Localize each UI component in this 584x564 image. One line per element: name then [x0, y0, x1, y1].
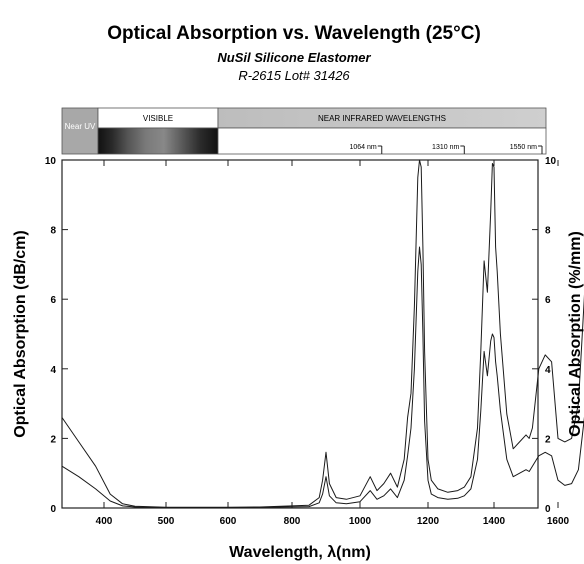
visible-label: VISIBLE [143, 114, 173, 123]
x-tick-label: 1400 [483, 516, 506, 527]
wavelength-marker-label: 1310 nm [432, 144, 459, 151]
y-tick-label-right: 8 [545, 226, 551, 237]
x-tick-label: 500 [158, 516, 175, 527]
y-tick-label-left: 10 [45, 156, 57, 167]
y-tick-label-right: 6 [545, 295, 551, 306]
y-tick-label-right: 10 [545, 156, 557, 167]
series-layer [61, 159, 584, 509]
near-uv-label: Near UV [65, 122, 96, 131]
near-infrared-label: NEAR INFRARED WAVELENGTHS [318, 114, 446, 123]
y-tick-label-left: 0 [50, 504, 56, 515]
y-tick-label-left: 4 [50, 365, 56, 376]
y-axis-title-right: Optical Absorption (%/mm) [567, 231, 584, 437]
x-tick-label: 600 [220, 516, 237, 527]
x-tick-label: 1200 [417, 516, 440, 527]
y-tick-label-right: 0 [545, 504, 551, 515]
y-tick-label-left: 2 [50, 434, 56, 445]
x-tick-label: 1600 [547, 516, 570, 527]
x-tick-label: 400 [96, 516, 113, 527]
series-line-2 [61, 246, 584, 509]
y-axis-title-left: Optical Absorption (dB/cm) [12, 230, 29, 437]
chart-title: Optical Absorption vs. Wavelength (25°C) [107, 23, 481, 44]
series-line-1 [61, 159, 584, 508]
spectral-band-header: Near UV VISIBLE NEAR INFRARED WAVELENGTH… [61, 107, 547, 155]
y-tick-label-right: 4 [545, 365, 551, 376]
chart-subtitle: NuSil Silicone Elastomer [217, 50, 371, 65]
visible-spectrum-strip [97, 127, 219, 155]
x-tick-label: 1000 [349, 516, 372, 527]
x-tick-label: 800 [284, 516, 301, 527]
axis-ticks: 400 500 600 800 1000 1200 1400 1600024681002468… [45, 156, 570, 527]
y-tick-label-left: 8 [50, 226, 56, 237]
wavelength-marker-label: 1064 nm [350, 144, 377, 151]
wavelength-marker-label: 1550 nm [510, 144, 537, 151]
wavelength-markers: 1064 nm 1310 nm 1550 nm [350, 144, 543, 154]
chart-subtitle-lot: R-2615 Lot# 31426 [238, 68, 350, 83]
y-tick-label-left: 6 [50, 295, 56, 306]
near-uv-band [61, 107, 99, 155]
plot-area [61, 159, 539, 509]
y-tick-label-right: 2 [545, 434, 551, 445]
x-axis-title: Wavelength, λ(nm) [229, 544, 371, 561]
